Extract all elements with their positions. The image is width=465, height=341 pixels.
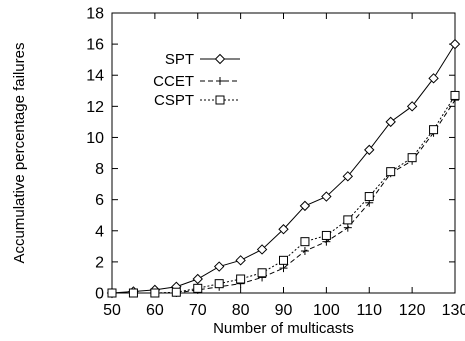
- y-tick-label: 6: [95, 192, 104, 209]
- x-tick-label: 50: [103, 302, 121, 319]
- x-tick-label: 70: [189, 302, 207, 319]
- legend-marker-cspt: [215, 95, 225, 105]
- x-tick-label: 90: [275, 302, 293, 319]
- data-point-spt: [385, 116, 396, 128]
- data-point-cspt: [450, 90, 460, 100]
- data-point-cspt: [171, 287, 181, 297]
- data-point-cspt: [257, 268, 267, 278]
- y-tick-label: 18: [86, 6, 104, 23]
- y-tick-label: 2: [95, 254, 104, 271]
- data-point-ccet: [343, 223, 352, 232]
- data-point-cspt: [321, 230, 331, 240]
- data-point-cspt: [343, 215, 353, 225]
- data-point-spt: [342, 171, 354, 182]
- data-point-spt: [321, 191, 332, 202]
- data-point-spt: [406, 101, 418, 112]
- y-axis-label: Accumulative percentage failures: [11, 43, 28, 264]
- y-tick-label: 0: [95, 286, 104, 303]
- data-point-cspt: [214, 279, 224, 289]
- data-point-cspt: [279, 255, 288, 265]
- series-spt: [106, 38, 461, 299]
- data-point-cspt: [300, 237, 310, 247]
- x-tick-label: 130: [442, 302, 465, 319]
- data-point-spt: [449, 38, 461, 50]
- data-point-cspt: [193, 283, 203, 293]
- data-point-spt: [299, 200, 311, 212]
- data-point-spt: [364, 144, 375, 156]
- data-point-cspt: [236, 274, 246, 284]
- y-tick-label: 14: [86, 68, 104, 85]
- y-tick-label: 12: [86, 99, 104, 116]
- data-point-cspt: [107, 288, 117, 298]
- y-tick-label: 10: [86, 130, 104, 147]
- data-point-spt: [428, 73, 439, 84]
- x-tick-label: 60: [146, 302, 164, 319]
- data-point-spt: [256, 244, 268, 255]
- data-point-spt: [192, 273, 203, 285]
- data-point-cspt: [364, 192, 374, 202]
- x-axis-label: Number of multicasts: [213, 320, 354, 337]
- plot-area-frame: [111, 12, 456, 294]
- series-cspt: [107, 90, 460, 298]
- legend-label-cspt: CSPT: [154, 92, 194, 109]
- x-tick-label: 80: [232, 302, 250, 319]
- y-tick-label: 4: [95, 223, 104, 240]
- data-point-spt: [213, 261, 225, 272]
- x-tick-label: 110: [356, 302, 382, 319]
- data-point-ccet: [300, 247, 309, 255]
- data-point-ccet: [279, 264, 288, 273]
- series-line-ccet: [112, 99, 456, 294]
- legend: SPT CCET CSPT: [153, 51, 240, 109]
- axis-ticks: 50 60 70 80 90 100 110 120 130 0 2 4 6 8 10 12 14 16 18: [86, 6, 465, 320]
- data-point-spt: [235, 255, 246, 266]
- x-tick-label: 100: [313, 302, 340, 319]
- data-point-cspt: [150, 288, 160, 298]
- data-point-spt: [278, 224, 289, 235]
- series-group: [106, 38, 461, 299]
- legend-marker-ccet: [216, 77, 224, 85]
- y-tick-label: 16: [86, 37, 104, 54]
- data-point-cspt: [386, 167, 396, 177]
- series-ccet: [108, 96, 459, 297]
- legend-label-spt: SPT: [165, 51, 194, 68]
- legend-marker-spt: [214, 53, 226, 65]
- data-point-cspt: [128, 288, 138, 298]
- legend-label-ccet: CCET: [153, 73, 194, 90]
- data-point-cspt: [429, 125, 439, 135]
- y-tick-label: 8: [95, 161, 104, 178]
- data-point-cspt: [407, 153, 417, 163]
- x-tick-label: 120: [399, 302, 426, 319]
